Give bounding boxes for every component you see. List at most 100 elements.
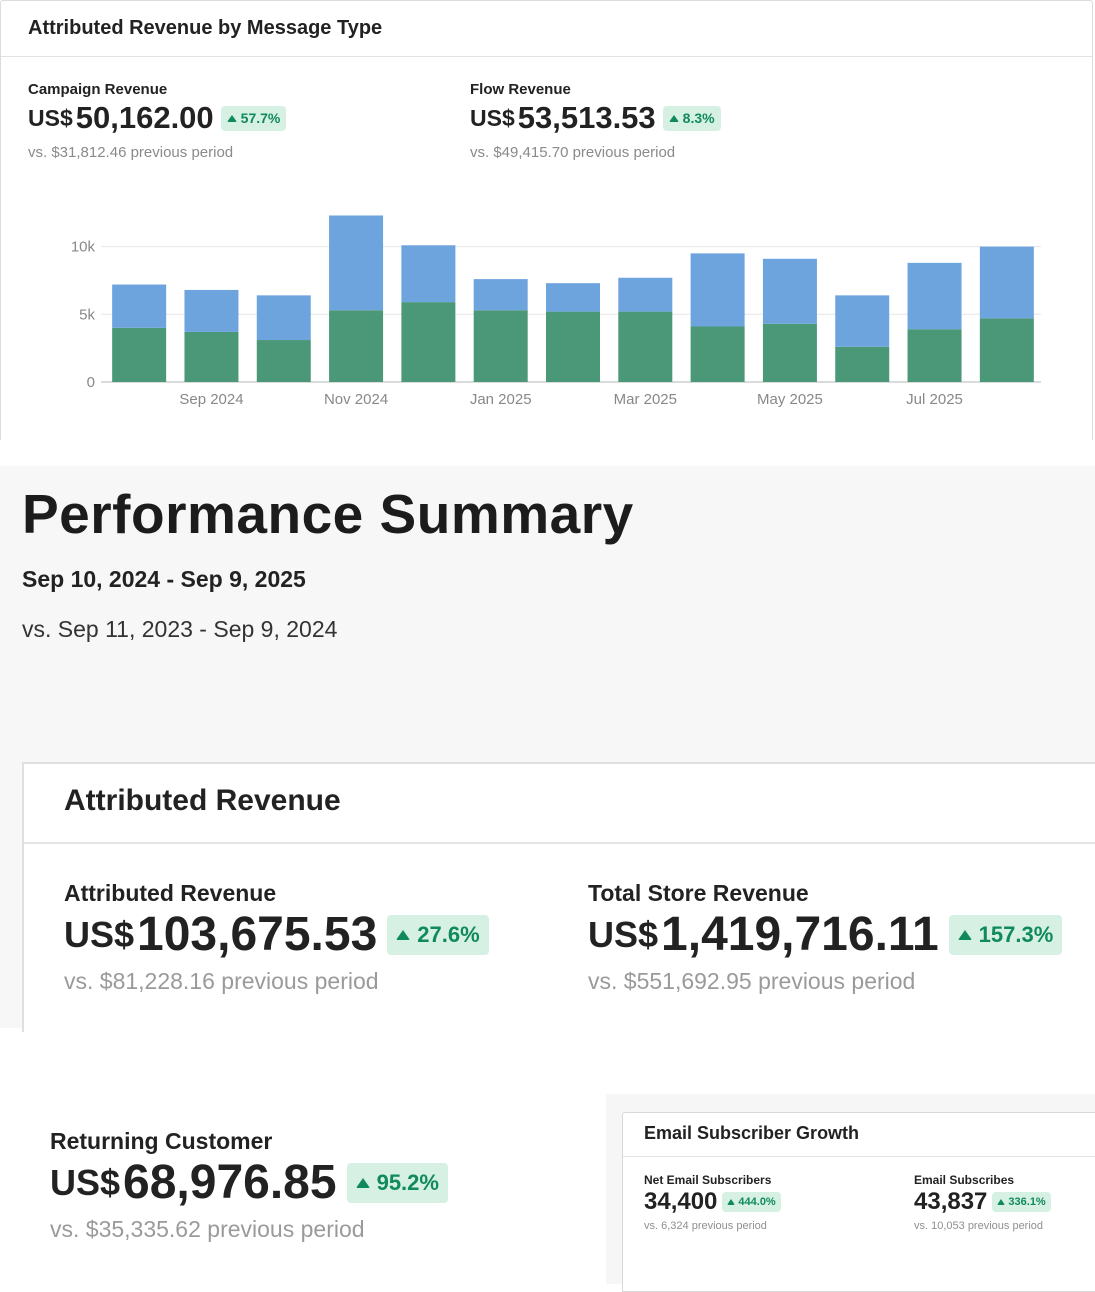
previous-period: vs. $49,415.70 previous period [470, 144, 676, 161]
currency-prefix: US$ [64, 913, 135, 955]
change-value: 57.7% [240, 110, 281, 126]
currency-prefix: US$ [588, 913, 659, 955]
attributed-revenue-card: Attributed Revenue Attributed Revenue US… [22, 762, 1095, 1032]
previous-period: vs. $81,228.16 previous period [64, 968, 379, 994]
returning-customer-metric: Returning Customer US$ 68,976.85 95.2% v… [50, 1128, 448, 1243]
change-badge: 8.3% [662, 105, 721, 131]
x-tick-label: Sep 2024 [179, 391, 243, 408]
currency-prefix: US$ [28, 104, 73, 131]
card-header: Attributed Revenue [24, 764, 1095, 844]
bar-segment-top [401, 245, 456, 303]
y-tick-label: 5k [79, 306, 95, 323]
y-axis: 0 5k 10k [71, 239, 96, 391]
metric-label: Attributed Revenue [64, 880, 277, 906]
arrow-up-icon [727, 1199, 736, 1205]
bar-segment-top [329, 215, 384, 311]
metric-value: 50,162.00 [75, 100, 214, 135]
revenue-bar-chart: 0 5k 10k Sep 2024 Nov 2024 Jan 2025 Mar 2025 M… [71, 215, 1041, 408]
bar-segment-base [401, 302, 456, 382]
bar-segment-top [762, 258, 817, 324]
card-title: Email Subscriber Growth [644, 1123, 860, 1143]
bar-segment-top [184, 289, 239, 332]
bar-segment-top [112, 284, 167, 328]
change-badge: 95.2% [346, 1162, 448, 1203]
metric-label: Total Store Revenue [588, 880, 809, 906]
arrow-up-icon [668, 114, 679, 122]
currency-prefix: US$ [470, 104, 515, 131]
x-tick-label: Nov 2024 [324, 391, 388, 408]
page-title: Performance Summary [22, 483, 634, 545]
metric-label: Email Subscribes [914, 1173, 1015, 1187]
attributed-revenue-by-message-type-card: Attributed Revenue by Message Type Campa… [0, 0, 1093, 440]
arrow-up-icon [957, 929, 972, 940]
card-title: Attributed Revenue [64, 784, 341, 817]
metric-value: 53,513.53 [517, 100, 656, 135]
previous-period: vs. 10,053 previous period [914, 1220, 1044, 1232]
total-store-revenue-metric: Total Store Revenue US$ 1,419,716.11 157… [588, 880, 1063, 995]
bar-segment-base [979, 318, 1034, 382]
metric-label: Campaign Revenue [28, 81, 168, 98]
change-badge: 157.3% [948, 914, 1063, 955]
bar-segment-base [184, 331, 239, 382]
metric-value: 43,837 [914, 1188, 988, 1215]
bar-segment-top [979, 246, 1034, 319]
bar-segment-base [473, 310, 528, 382]
change-badge: 57.7% [220, 105, 287, 131]
currency-prefix: US$ [50, 1161, 121, 1203]
email-subscriber-growth-card: Email Subscriber Growth Net Email Subscr… [622, 1112, 1095, 1292]
compare-range: vs. Sep 11, 2023 - Sep 9, 2024 [22, 616, 338, 642]
flow-revenue-metric: Flow Revenue US$ 53,513.53 8.3% vs. $49,… [470, 81, 721, 161]
change-value: 8.3% [682, 110, 715, 126]
metric-value: 103,675.53 [137, 908, 378, 961]
x-tick-label: Jul 2025 [906, 391, 963, 408]
arrow-up-icon [226, 114, 237, 122]
x-tick-label: May 2025 [757, 391, 823, 408]
bar-segment-top [256, 295, 311, 341]
x-axis: Sep 2024 Nov 2024 Jan 2025 Mar 2025 May 2025… [179, 391, 963, 408]
bar-segment-base [762, 323, 817, 382]
bar-segment-base [329, 310, 384, 382]
previous-period: vs. $551,692.95 previous period [588, 968, 916, 994]
bar-segment-top [546, 283, 600, 312]
change-value: 95.2% [376, 1169, 439, 1195]
chart-bars [112, 215, 1034, 382]
arrow-up-icon [355, 1177, 370, 1188]
bar-segment-base [618, 311, 673, 382]
bar-segment-base [690, 326, 745, 382]
card-header: Attributed Revenue by Message Type [1, 1, 1092, 57]
card-header: Email Subscriber Growth [623, 1113, 1095, 1157]
change-value: 27.6% [417, 921, 480, 947]
metric-label: Flow Revenue [470, 81, 571, 98]
bar-segment-base [112, 327, 167, 382]
change-badge: 444.0% [722, 1192, 781, 1212]
card-title: Attributed Revenue by Message Type [28, 17, 383, 39]
metric-label: Returning Customer [50, 1128, 273, 1154]
change-value: 336.1% [1008, 1196, 1046, 1208]
arrow-up-icon [997, 1199, 1006, 1205]
y-tick-label: 10k [71, 239, 96, 256]
campaign-revenue-metric: Campaign Revenue US$ 50,162.00 57.7% vs.… [28, 81, 287, 161]
change-badge: 336.1% [992, 1192, 1051, 1212]
bar-segment-base [546, 311, 600, 382]
change-badge: 27.6% [387, 914, 489, 955]
metric-value: 68,976.85 [123, 1156, 337, 1209]
change-value: 157.3% [978, 921, 1054, 947]
bar-segment-top [907, 262, 962, 330]
x-tick-label: Mar 2025 [614, 391, 677, 408]
email-subscribes-metric: Email Subscribes 43,837 336.1% vs. 10,05… [914, 1173, 1051, 1232]
date-range: Sep 10, 2024 - Sep 9, 2025 [22, 566, 306, 592]
bar-segment-top [835, 295, 890, 347]
metric-value: 34,400 [644, 1188, 718, 1215]
bar-segment-top [618, 277, 673, 312]
metric-label: Net Email Subscribers [644, 1173, 772, 1187]
attributed-revenue-metric: Attributed Revenue US$ 103,675.53 27.6% … [64, 880, 489, 995]
bar-segment-base [907, 329, 962, 382]
net-email-subscribers-metric: Net Email Subscribers 34,400 444.0% vs. … [644, 1173, 781, 1232]
arrow-up-icon [396, 929, 411, 940]
bar-segment-top [690, 253, 745, 327]
x-tick-label: Jan 2025 [470, 391, 532, 408]
bar-segment-top [473, 279, 528, 311]
y-tick-label: 0 [87, 374, 95, 391]
previous-period: vs. $31,812.46 previous period [28, 144, 234, 161]
bar-segment-base [256, 340, 311, 382]
